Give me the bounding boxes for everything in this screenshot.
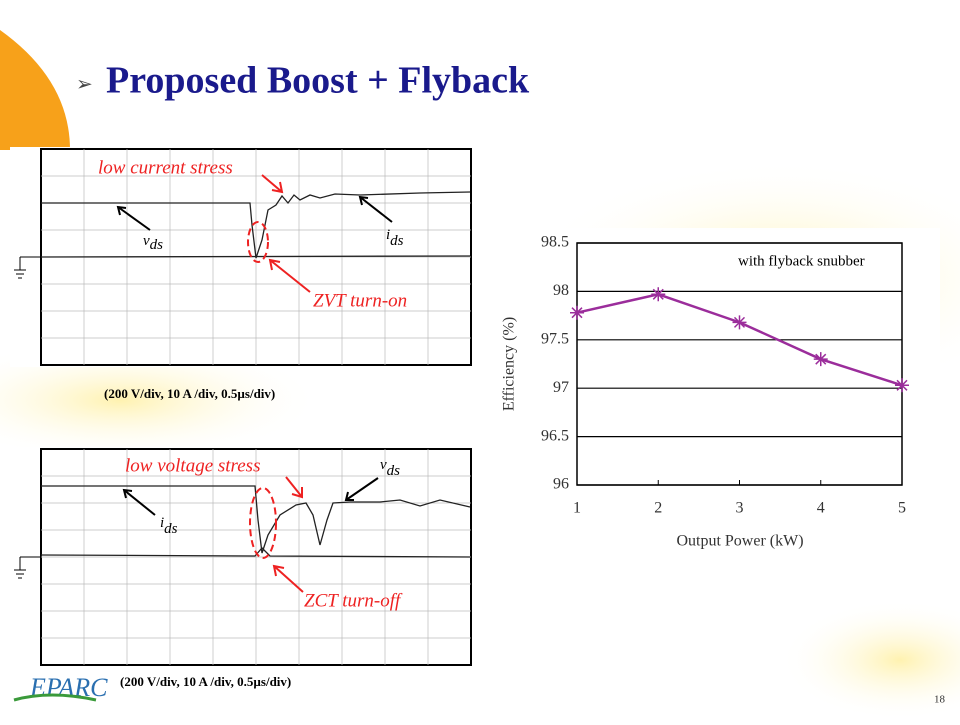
- vds-label: vds: [380, 457, 400, 479]
- ground-symbol: [14, 556, 41, 579]
- y-axis-label: Efficiency (%): [501, 317, 518, 411]
- logo-swoosh: [13, 693, 97, 702]
- label-sub: ds: [150, 237, 164, 253]
- arrow: [122, 488, 156, 516]
- y-tick-label: 97: [553, 379, 569, 396]
- label-sub: ds: [390, 233, 404, 249]
- chart-annotation: with flyback snubber: [738, 253, 865, 269]
- ids-label: ids: [386, 227, 404, 249]
- glow: [0, 340, 320, 460]
- arrow: [272, 564, 304, 593]
- annotation: low voltage stress: [125, 455, 260, 476]
- ground-symbol: [14, 256, 41, 279]
- arrow: [268, 258, 311, 293]
- label-sub: ds: [387, 463, 401, 479]
- highlight: [247, 221, 269, 263]
- x-tick-label: 4: [817, 500, 825, 517]
- label-main: v: [143, 233, 150, 249]
- y-tick-label: 96: [553, 476, 569, 493]
- highlight: [249, 487, 277, 559]
- logo: EPARC: [29, 673, 108, 702]
- arrow: [344, 477, 379, 501]
- x-tick-label: 3: [736, 500, 744, 517]
- scope-bottom: low voltage stress ZCT turn-off ids vds: [10, 447, 472, 667]
- annotation: low current stress: [98, 157, 233, 178]
- x-tick-label: 2: [654, 500, 662, 517]
- marker: [895, 378, 909, 393]
- arrow: [261, 174, 284, 194]
- marker: [570, 305, 584, 320]
- arrow: [116, 205, 151, 231]
- annotation: ZVT turn-on: [313, 290, 407, 311]
- caption: (200 V/div, 10 A /div, 0.5µs/div): [104, 386, 275, 401]
- label-main: v: [380, 457, 387, 473]
- x-axis-label: Output Power (kW): [676, 533, 803, 550]
- x-tick-label: 1: [573, 500, 581, 517]
- marker: [813, 352, 828, 367]
- orange-shape: [0, 30, 70, 150]
- caption: (200 V/div, 10 A /div, 0.5µs/div): [120, 674, 291, 689]
- y-tick-label: 97.5: [541, 330, 569, 347]
- y-tick-label: 98: [553, 282, 569, 299]
- label-main: i: [160, 515, 164, 531]
- chart: with flyback snubber Output Power (kW) E…: [501, 234, 909, 550]
- arrow: [285, 476, 303, 499]
- label-sub: ds: [164, 521, 178, 537]
- arrow: [358, 195, 393, 223]
- marker: [732, 315, 747, 330]
- ids-label: ids: [160, 515, 178, 537]
- marker: [651, 287, 666, 302]
- scope-top: low current stress ZVT turn-on vds ids: [10, 147, 472, 367]
- vds-label: vds: [143, 233, 163, 253]
- x-tick-label: 5: [898, 500, 906, 517]
- waveform: [40, 547, 471, 558]
- waveform: [40, 255, 471, 258]
- slide-title: Proposed Boost + Flyback: [106, 60, 530, 102]
- chart-bg: [496, 228, 940, 562]
- page-number: 18: [934, 694, 946, 706]
- waveform: [41, 191, 471, 259]
- label-main: i: [386, 227, 390, 243]
- waveform: [41, 485, 471, 554]
- glow: [780, 600, 960, 720]
- bullet: ➢: [76, 74, 93, 96]
- y-tick-label: 98.5: [541, 234, 569, 251]
- y-tick-label: 96.5: [541, 427, 569, 444]
- annotation: ZCT turn-off: [304, 590, 403, 611]
